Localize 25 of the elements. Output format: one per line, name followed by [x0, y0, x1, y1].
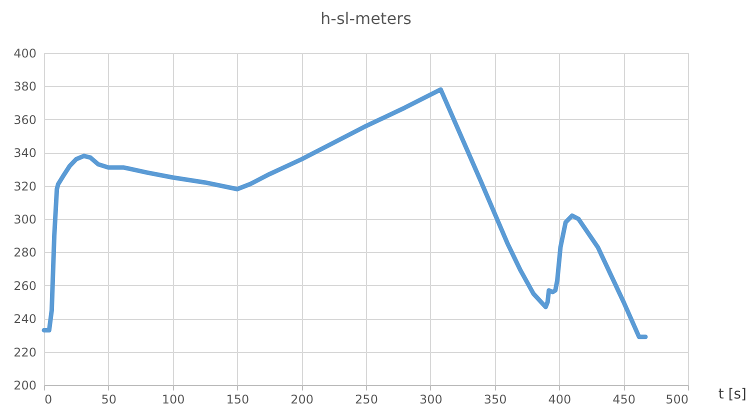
x-tick-label: 500	[666, 392, 688, 406]
y-tick-label: 220	[14, 345, 36, 360]
y-tick-label: 380	[14, 80, 36, 94]
y-tick-label: 320	[14, 179, 36, 194]
y-tick-label: 300	[14, 212, 36, 226]
y-tick-label: 360	[14, 112, 36, 127]
x-tick-label: 250	[355, 392, 378, 406]
x-tick-label: 150	[226, 392, 250, 406]
x-tick-label: 50	[101, 392, 117, 406]
x-tick-label: 0	[44, 392, 52, 406]
x-tick-label: 450	[612, 392, 636, 406]
x-axis-title: t [s]	[718, 386, 746, 402]
y-tick-label: 340	[14, 146, 36, 160]
x-tick-label: 350	[484, 392, 507, 406]
y-tick-label: 280	[14, 246, 36, 260]
x-tick-label: 200	[290, 392, 314, 406]
x-tick-label: 400	[548, 392, 572, 406]
y-tick-label: 260	[14, 278, 36, 293]
chart-title: h-sl-meters	[320, 9, 412, 28]
x-tick-label: 300	[419, 392, 442, 406]
line-series	[42, 87, 648, 340]
y-tick-label: 200	[14, 378, 36, 392]
y-tick-label: 400	[14, 46, 36, 60]
x-tick-label: 100	[162, 392, 185, 406]
y-tick-label: 240	[14, 312, 36, 326]
